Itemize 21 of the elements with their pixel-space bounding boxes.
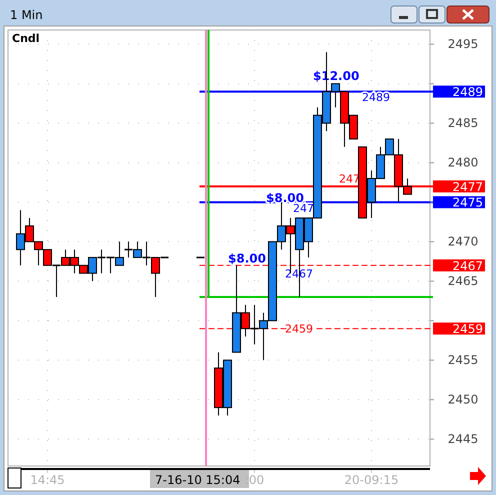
x-tick-label: 20-09:15 <box>344 473 399 487</box>
y-tick-label: 2465 <box>448 274 478 288</box>
annotation: 2489 <box>362 91 390 104</box>
ref-line-label: 2467 <box>452 258 483 273</box>
y-tick-label: 2445 <box>448 432 478 446</box>
chart-subtitle: Cndl <box>12 32 40 45</box>
y-tick-label: 2470 <box>448 234 478 249</box>
annotation: $8.00 <box>228 251 266 266</box>
annotation: 247 <box>339 172 360 186</box>
ref-line-label: 2489 <box>452 85 483 100</box>
x-tick-label: 14:45 <box>30 473 65 487</box>
y-tick-label: 2495 <box>448 37 478 52</box>
y-tick-label: 2480 <box>448 156 478 170</box>
text: 7-16-10 15:04 <box>155 473 240 487</box>
chart-title: 1 Min <box>10 8 43 22</box>
ref-line-label: 2477 <box>452 180 483 194</box>
ref-line-label: 2459 <box>452 322 483 336</box>
y-tick-label: 2455 <box>448 353 478 368</box>
y-tick-label: 2450 <box>448 392 478 407</box>
y-tick-label: 2485 <box>448 116 478 130</box>
ref-line-label: 2475 <box>452 196 483 210</box>
